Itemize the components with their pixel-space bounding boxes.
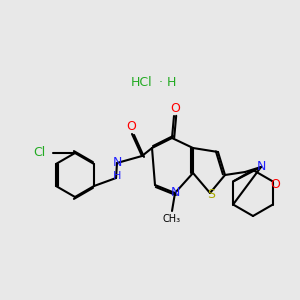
Text: N: N bbox=[112, 157, 122, 169]
Text: CH₃: CH₃ bbox=[163, 214, 181, 224]
Text: HCl: HCl bbox=[130, 76, 152, 88]
Text: O: O bbox=[126, 119, 136, 133]
Text: N: N bbox=[256, 160, 266, 173]
Text: S: S bbox=[207, 188, 215, 202]
Text: O: O bbox=[170, 101, 180, 115]
Text: Cl: Cl bbox=[34, 146, 46, 160]
Text: H: H bbox=[113, 171, 121, 181]
Text: N: N bbox=[170, 187, 180, 200]
Text: O: O bbox=[270, 178, 280, 191]
Text: · H: · H bbox=[155, 76, 176, 88]
